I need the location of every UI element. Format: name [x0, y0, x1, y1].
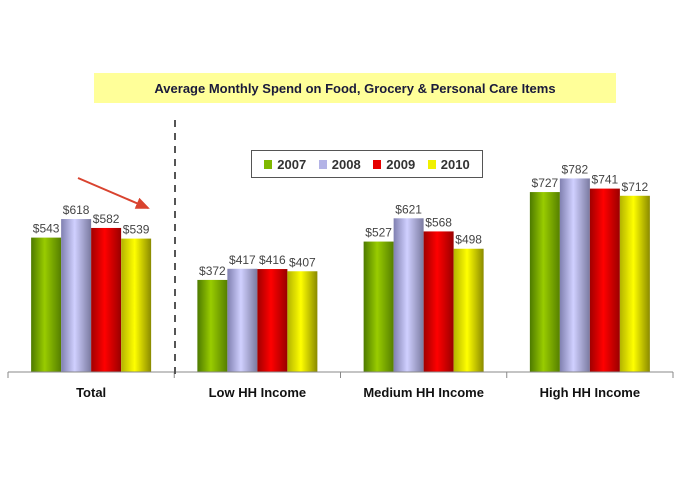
legend-item-2009: 2009 [373, 157, 415, 172]
bar-2008-2 [393, 218, 424, 372]
data-label: $568 [425, 215, 452, 229]
bar-2007-0 [31, 237, 62, 372]
bar-2007-3 [529, 192, 560, 372]
bar-2008-0 [61, 219, 92, 372]
data-label: $527 [365, 226, 392, 240]
legend-label: 2007 [277, 156, 307, 172]
data-label: $621 [395, 202, 422, 216]
data-label: $727 [532, 176, 559, 190]
bar-2010-1 [287, 271, 318, 372]
legend: 2007 2008 2009 2010 [251, 150, 483, 178]
data-label: $582 [93, 212, 120, 226]
data-label: $543 [33, 222, 60, 236]
bar-2010-3 [619, 195, 650, 372]
chart-title: Average Monthly Spend on Food, Grocery &… [94, 73, 616, 103]
category-label: Medium HH Income [363, 385, 484, 400]
bar-2010-2 [453, 248, 484, 372]
category-label: High HH Income [540, 385, 640, 400]
bar-2008-3 [559, 178, 590, 372]
legend-swatch-2009 [373, 159, 382, 169]
category-label: Total [76, 385, 106, 400]
legend-swatch-2010 [427, 159, 436, 169]
data-label: $407 [289, 255, 316, 269]
data-label: $618 [63, 203, 90, 217]
trend-arrow [77, 177, 150, 209]
bar-2008-1 [227, 268, 258, 372]
data-label: $741 [592, 173, 619, 187]
data-label: $712 [622, 180, 649, 194]
legend-label: 2010 [440, 156, 470, 172]
bar-2007-2 [363, 241, 394, 372]
data-label: $372 [199, 264, 226, 278]
category-label: Low HH Income [209, 385, 307, 400]
data-label: $539 [123, 223, 150, 237]
legend-label: 2008 [331, 156, 361, 172]
bar-2009-0 [91, 227, 122, 372]
bar-2010-0 [121, 238, 152, 372]
data-label: $782 [562, 162, 589, 176]
data-label: $416 [259, 253, 286, 267]
legend-item-2007: 2007 [264, 157, 306, 172]
bar-2007-1 [197, 279, 228, 372]
legend-item-2008: 2008 [318, 156, 361, 172]
bar-2009-1 [257, 269, 288, 372]
legend-label: 2009 [386, 156, 416, 172]
data-label: $498 [455, 233, 482, 247]
legend-swatch-2007 [264, 159, 273, 169]
bar-2009-2 [423, 231, 454, 372]
data-label: $417 [229, 253, 256, 267]
bar-2009-3 [589, 188, 620, 372]
legend-swatch-2008 [318, 159, 327, 169]
legend-item-2010: 2010 [427, 156, 470, 172]
